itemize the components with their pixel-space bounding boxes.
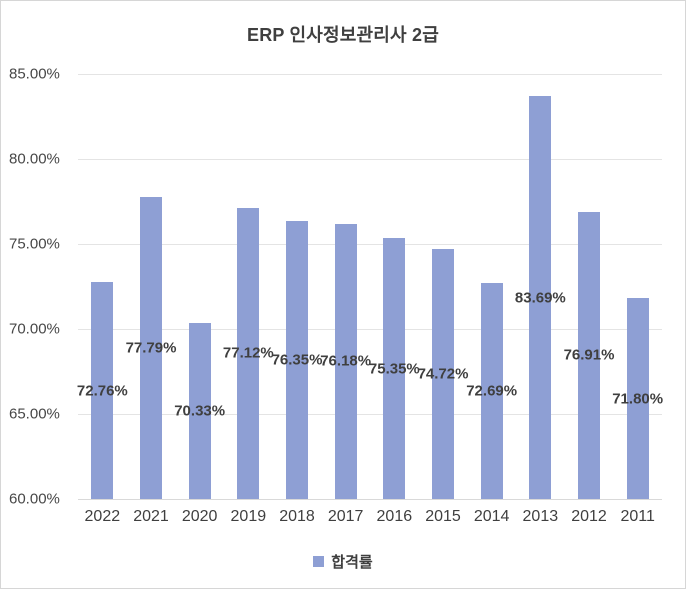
bar-2013 bbox=[529, 96, 552, 499]
bar-2016 bbox=[383, 238, 406, 499]
gridline bbox=[78, 414, 662, 415]
bar-2011 bbox=[626, 298, 649, 499]
x-axis-tick-label: 2018 bbox=[279, 508, 315, 525]
y-axis-tick-label: 70.00% bbox=[9, 320, 60, 338]
legend-swatch-icon bbox=[313, 556, 325, 567]
x-axis-tick-label: 2021 bbox=[133, 508, 169, 525]
data-label-2013: 83.69% bbox=[514, 289, 566, 307]
x-axis-tick-label: 2016 bbox=[376, 508, 413, 525]
data-label-2019: 77.12% bbox=[222, 344, 274, 362]
gridline bbox=[78, 159, 662, 160]
plot-area: 72.76% 77.79% 70.33% 77.12% 76.35% 76.18% 75.3… bbox=[76, 74, 664, 500]
x-axis-tick-label: 2015 bbox=[425, 508, 461, 525]
x-axis-tick-label: 2017 bbox=[327, 508, 364, 525]
data-label-2022: 72.76% bbox=[76, 382, 128, 400]
x-axis-tick-label: 2011 bbox=[620, 508, 655, 525]
y-axis-tick-label: 80.00% bbox=[9, 150, 60, 168]
y-axis-tick-label: 85.00% bbox=[9, 65, 60, 83]
legend: 합격률 bbox=[1, 551, 685, 572]
data-label-2020: 70.33% bbox=[174, 402, 226, 420]
data-label-2015: 74.72% bbox=[417, 365, 469, 383]
gridline bbox=[78, 329, 662, 330]
data-label-2017: 76.18% bbox=[320, 352, 372, 370]
gridline bbox=[78, 74, 662, 75]
data-label-2014: 72.69% bbox=[466, 382, 518, 400]
bar-2015 bbox=[432, 248, 454, 499]
data-label-2016: 75.35% bbox=[368, 360, 420, 378]
bar-2021 bbox=[140, 196, 162, 499]
legend-label: 합격률 bbox=[331, 554, 373, 571]
bar-2020 bbox=[188, 323, 211, 499]
x-axis-tick-label: 2020 bbox=[181, 508, 218, 525]
data-label-2012: 76.91% bbox=[563, 346, 615, 364]
chart-title: ERP 인사정보관리사 2급 bbox=[247, 25, 439, 45]
data-label-2021: 77.79% bbox=[125, 339, 177, 357]
gridline bbox=[78, 244, 662, 245]
bar-2019 bbox=[237, 207, 260, 499]
bar-2014 bbox=[480, 283, 503, 499]
y-axis-tick-label: 65.00% bbox=[9, 405, 60, 423]
bar-2017 bbox=[334, 223, 357, 499]
x-axis-tick-label: 2014 bbox=[473, 508, 510, 525]
x-axis-tick-label: 2022 bbox=[84, 508, 121, 525]
bar-2012 bbox=[578, 211, 600, 499]
x-axis-tick-label: 2013 bbox=[522, 508, 559, 525]
y-axis-tick-label: 75.00% bbox=[9, 235, 60, 253]
data-label-2018: 76.35% bbox=[271, 351, 323, 369]
bar-2018 bbox=[286, 221, 308, 499]
gridline bbox=[78, 499, 662, 500]
y-axis-tick-label: 60.00% bbox=[9, 490, 60, 508]
x-axis-tick-label: 2012 bbox=[571, 508, 607, 525]
bar-2022 bbox=[91, 282, 114, 499]
data-label-2011: 71.80% bbox=[612, 390, 664, 408]
x-axis-tick-label: 2019 bbox=[230, 508, 267, 525]
